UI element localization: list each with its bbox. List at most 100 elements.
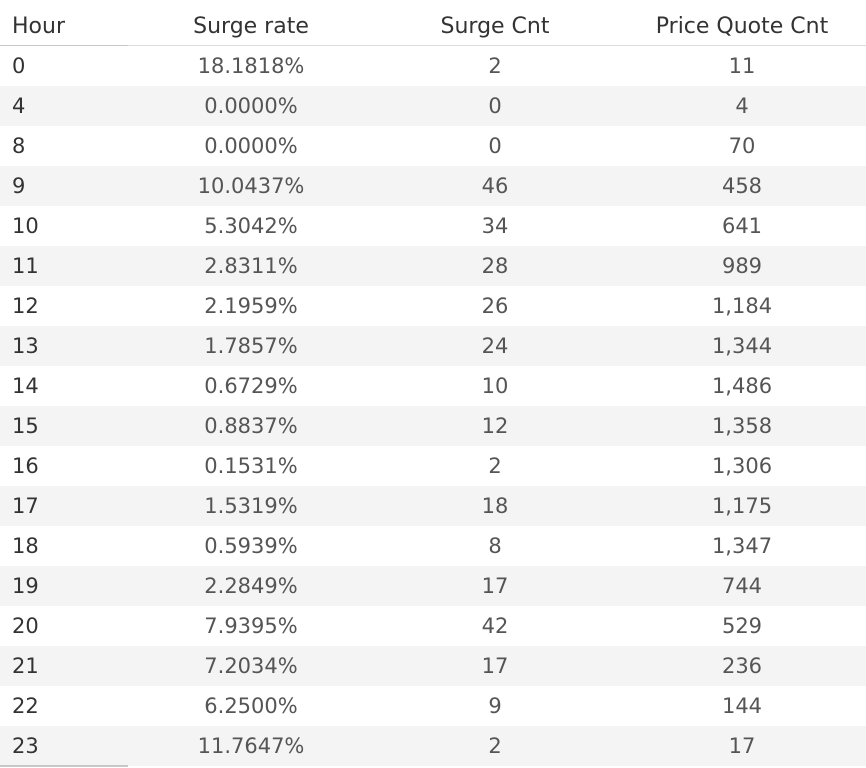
- cell-surge-rate: 2.8311%: [204, 254, 298, 278]
- cell-price-quote-cnt: 1,175: [711, 494, 773, 518]
- table-body: 0 18.1818% 2 11 4 0.0000% 0 4 8 0.0000% 0 70 9 10.043…: [0, 46, 866, 766]
- cell-price-quote-cnt: 11: [728, 54, 756, 78]
- cell-price-quote-cnt: 641: [721, 214, 763, 238]
- table-row[interactable]: 18 0.5939% 8 1,347: [0, 526, 866, 566]
- cell-hour: 9: [12, 174, 26, 198]
- cell-price-quote-cnt: 4: [735, 94, 749, 118]
- cell-hour: 0: [12, 54, 26, 78]
- cell-hour: 13: [12, 334, 39, 358]
- cell-hour: 18: [12, 534, 39, 558]
- cell-surge-cnt: 17: [481, 654, 509, 678]
- cell-surge-rate: 0.0000%: [204, 134, 298, 158]
- cell-surge-cnt: 9: [488, 694, 502, 718]
- header-divider-light: [128, 45, 866, 46]
- cell-surge-cnt: 0: [488, 134, 502, 158]
- cell-surge-cnt: 2: [488, 454, 502, 478]
- cell-price-quote-cnt: 70: [728, 134, 756, 158]
- cell-surge-rate: 1.5319%: [204, 494, 298, 518]
- cell-hour: 17: [12, 494, 39, 518]
- table-row[interactable]: 12 2.1959% 26 1,184: [0, 286, 866, 326]
- cell-surge-rate: 11.7647%: [197, 734, 305, 758]
- cell-surge-rate: 7.2034%: [204, 654, 298, 678]
- table-row[interactable]: 13 1.7857% 24 1,344: [0, 326, 866, 366]
- table-row[interactable]: 8 0.0000% 0 70: [0, 126, 866, 166]
- cell-surge-rate: 2.1959%: [204, 294, 298, 318]
- cell-surge-rate: 6.2500%: [204, 694, 298, 718]
- cell-price-quote-cnt: 1,184: [711, 294, 773, 318]
- cell-surge-rate: 5.3042%: [204, 214, 298, 238]
- cell-surge-rate: 10.0437%: [197, 174, 305, 198]
- header-hour[interactable]: Hour: [12, 14, 65, 39]
- cell-price-quote-cnt: 744: [721, 574, 763, 598]
- cell-hour: 22: [12, 694, 39, 718]
- cell-surge-cnt: 17: [481, 574, 509, 598]
- cell-surge-cnt: 8: [488, 534, 502, 558]
- cell-surge-rate: 7.9395%: [204, 614, 298, 638]
- cell-price-quote-cnt: 236: [721, 654, 763, 678]
- cell-hour: 11: [12, 254, 39, 278]
- cell-surge-cnt: 46: [481, 174, 509, 198]
- table-row[interactable]: 16 0.1531% 2 1,306: [0, 446, 866, 486]
- table-row[interactable]: 0 18.1818% 2 11: [0, 46, 866, 86]
- cell-surge-cnt: 0: [488, 94, 502, 118]
- table-row[interactable]: 20 7.9395% 42 529: [0, 606, 866, 646]
- cell-surge-cnt: 10: [481, 374, 509, 398]
- cell-surge-rate: 0.0000%: [204, 94, 298, 118]
- cell-surge-cnt: 26: [481, 294, 509, 318]
- cell-surge-rate: 18.1818%: [197, 54, 305, 78]
- cell-hour: 14: [12, 374, 39, 398]
- cell-surge-cnt: 18: [481, 494, 509, 518]
- header-surge-cnt[interactable]: Surge Cnt: [440, 14, 550, 39]
- cell-surge-cnt: 2: [488, 54, 502, 78]
- table-row[interactable]: 19 2.2849% 17 744: [0, 566, 866, 606]
- cell-surge-rate: 0.1531%: [204, 454, 298, 478]
- table-row[interactable]: 4 0.0000% 0 4: [0, 86, 866, 126]
- cell-hour: 4: [12, 94, 26, 118]
- table-row[interactable]: 15 0.8837% 12 1,358: [0, 406, 866, 446]
- bottom-divider: [0, 765, 128, 767]
- cell-price-quote-cnt: 1,486: [711, 374, 773, 398]
- cell-price-quote-cnt: 989: [721, 254, 763, 278]
- cell-price-quote-cnt: 17: [728, 734, 756, 758]
- table-row[interactable]: 21 7.2034% 17 236: [0, 646, 866, 686]
- table-row[interactable]: 9 10.0437% 46 458: [0, 166, 866, 206]
- cell-hour: 16: [12, 454, 39, 478]
- table-header: Hour Surge rate Surge Cnt Price Quote Cn…: [0, 0, 866, 46]
- table-row[interactable]: 14 0.6729% 10 1,486: [0, 366, 866, 406]
- table-row[interactable]: 11 2.8311% 28 989: [0, 246, 866, 286]
- cell-surge-cnt: 42: [481, 614, 509, 638]
- cell-surge-cnt: 2: [488, 734, 502, 758]
- cell-hour: 8: [12, 134, 26, 158]
- cell-hour: 19: [12, 574, 39, 598]
- cell-surge-cnt: 34: [481, 214, 509, 238]
- header-surge-rate[interactable]: Surge rate: [193, 14, 309, 39]
- cell-surge-rate: 0.5939%: [204, 534, 298, 558]
- table-row[interactable]: 22 6.2500% 9 144: [0, 686, 866, 726]
- cell-price-quote-cnt: 529: [721, 614, 763, 638]
- table-row[interactable]: 10 5.3042% 34 641: [0, 206, 866, 246]
- cell-price-quote-cnt: 458: [721, 174, 763, 198]
- table-row[interactable]: 17 1.5319% 18 1,175: [0, 486, 866, 526]
- cell-surge-rate: 0.8837%: [204, 414, 298, 438]
- cell-hour: 21: [12, 654, 39, 678]
- cell-hour: 15: [12, 414, 39, 438]
- cell-hour: 20: [12, 614, 39, 638]
- table-row[interactable]: 23 11.7647% 2 17: [0, 726, 866, 766]
- cell-hour: 10: [12, 214, 39, 238]
- cell-price-quote-cnt: 1,306: [711, 454, 773, 478]
- cell-surge-rate: 0.6729%: [204, 374, 298, 398]
- cell-price-quote-cnt: 144: [721, 694, 763, 718]
- cell-surge-rate: 1.7857%: [204, 334, 298, 358]
- cell-hour: 23: [12, 734, 39, 758]
- cell-price-quote-cnt: 1,358: [711, 414, 773, 438]
- header-divider: [0, 45, 128, 46]
- header-price-quote-cnt[interactable]: Price Quote Cnt: [655, 14, 829, 39]
- cell-price-quote-cnt: 1,347: [711, 534, 773, 558]
- cell-surge-cnt: 28: [481, 254, 509, 278]
- cell-surge-rate: 2.2849%: [204, 574, 298, 598]
- cell-hour: 12: [12, 294, 39, 318]
- cell-price-quote-cnt: 1,344: [711, 334, 773, 358]
- cell-surge-cnt: 24: [481, 334, 509, 358]
- cell-surge-cnt: 12: [481, 414, 509, 438]
